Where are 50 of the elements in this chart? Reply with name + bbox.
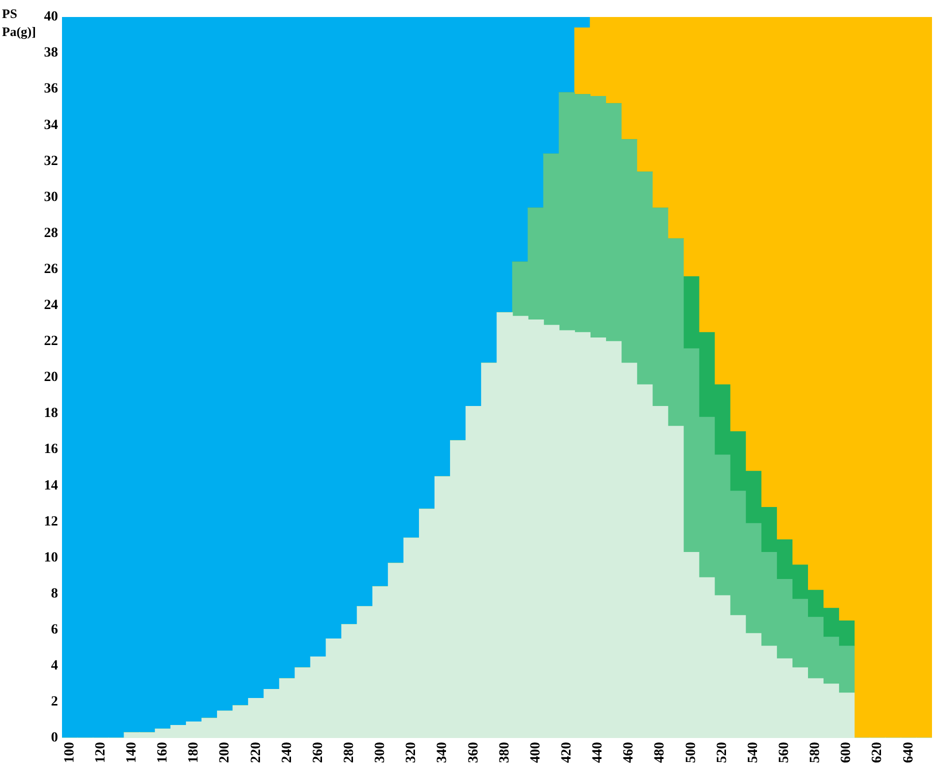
x-tick-label: 180 bbox=[186, 742, 202, 763]
x-tick-label: 100 bbox=[62, 742, 78, 763]
y-tick-label: 28 bbox=[44, 226, 58, 241]
x-tick-label: 640 bbox=[901, 742, 916, 763]
y-tick-label: 18 bbox=[44, 406, 58, 422]
x-tick-label: 300 bbox=[373, 742, 388, 763]
x-tick-label: 160 bbox=[156, 742, 171, 763]
x-tick-label: 480 bbox=[652, 742, 668, 763]
y-tick-label: 8 bbox=[51, 586, 58, 602]
y-tick-label: 2 bbox=[51, 694, 58, 710]
y-tick-label: 24 bbox=[44, 298, 58, 314]
x-tick-label: 360 bbox=[466, 742, 482, 763]
y-tick-label: 26 bbox=[44, 262, 58, 277]
x-tick-label: 240 bbox=[280, 742, 295, 763]
x-tick-label: 400 bbox=[528, 742, 544, 763]
x-tick-label: 380 bbox=[497, 742, 512, 763]
y-tick-label: 38 bbox=[44, 46, 58, 61]
x-tick-label: 220 bbox=[248, 742, 264, 763]
x-tick-label: 440 bbox=[590, 742, 606, 763]
x-tick-label: 340 bbox=[435, 742, 450, 763]
y-tick-label: 30 bbox=[44, 190, 58, 205]
y-tick-label: 36 bbox=[44, 82, 58, 97]
y-tick-label: 4 bbox=[51, 658, 58, 674]
y-tick-label: 12 bbox=[44, 514, 58, 530]
x-tick-label: 460 bbox=[622, 742, 637, 763]
x-tick-label: 320 bbox=[404, 742, 420, 763]
y-tick-label: 20 bbox=[44, 370, 58, 386]
x-tick-label: 260 bbox=[310, 742, 326, 763]
x-tick-label: 120 bbox=[93, 742, 108, 763]
y-tick-label: 10 bbox=[44, 550, 58, 566]
x-tick-label: 500 bbox=[684, 742, 699, 763]
x-tick-label: 280 bbox=[342, 742, 358, 763]
y-tick-label: 40 bbox=[44, 10, 58, 25]
x-tick-label: 600 bbox=[839, 742, 854, 763]
x-tick-label: 620 bbox=[870, 742, 886, 763]
x-tick-label: 520 bbox=[714, 742, 730, 763]
x-tick-label: 580 bbox=[808, 742, 824, 763]
y-tick-label: 0 bbox=[51, 730, 58, 746]
x-tick-label: 200 bbox=[218, 742, 233, 763]
y-tick-label: 14 bbox=[44, 478, 58, 494]
y-tick-label: 34 bbox=[44, 118, 58, 133]
x-tick-label: 420 bbox=[559, 742, 574, 763]
x-tick-label: 540 bbox=[746, 742, 761, 763]
y-tick-label: 16 bbox=[44, 442, 58, 458]
y-axis-title: PS Pa(g)] bbox=[2, 6, 36, 39]
y-tick-label: 22 bbox=[44, 334, 58, 350]
x-tick-label: 560 bbox=[776, 742, 792, 763]
y-tick-label: 32 bbox=[44, 154, 58, 169]
y-tick-label: 6 bbox=[51, 622, 58, 638]
x-tick-label: 140 bbox=[124, 742, 140, 763]
